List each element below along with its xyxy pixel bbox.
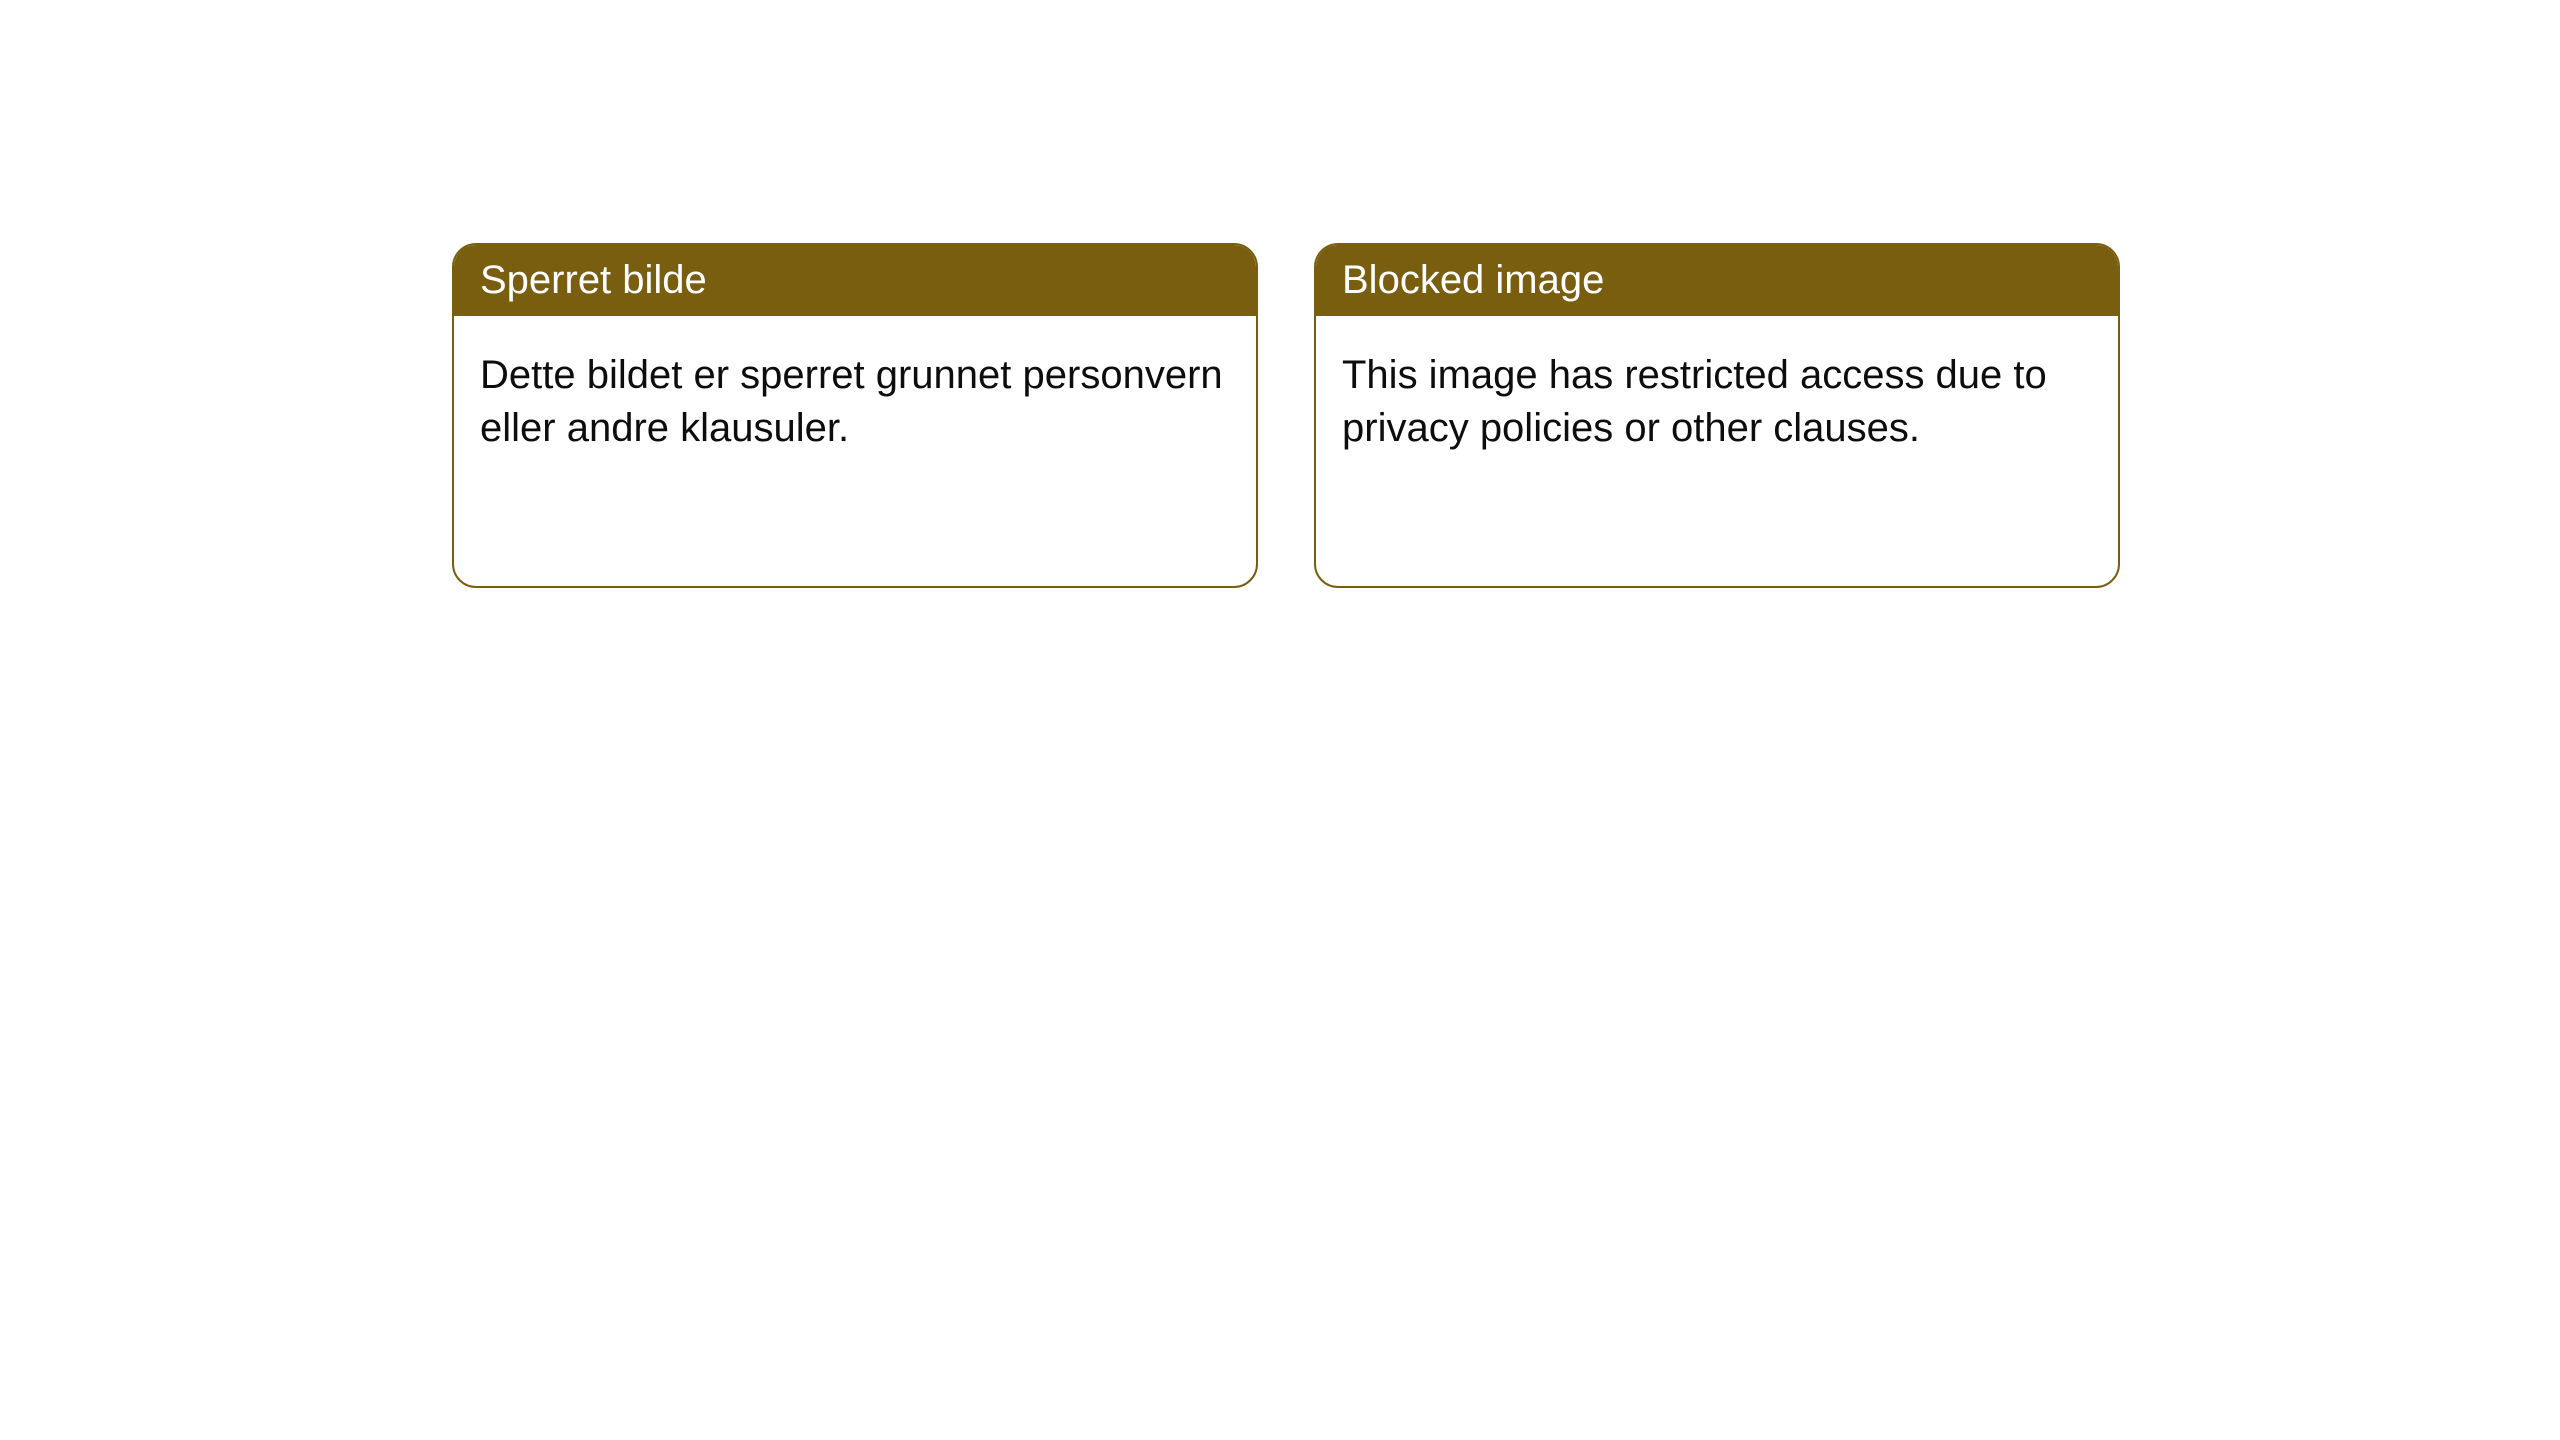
notice-cards-container: Sperret bilde Dette bildet er sperret gr… bbox=[452, 243, 2560, 588]
notice-card-text: This image has restricted access due to … bbox=[1342, 353, 2047, 450]
notice-card-title: Sperret bilde bbox=[480, 258, 707, 302]
notice-card-header: Sperret bilde bbox=[454, 245, 1256, 316]
notice-card-header: Blocked image bbox=[1316, 245, 2118, 316]
notice-card-english: Blocked image This image has restricted … bbox=[1314, 243, 2120, 588]
notice-card-title: Blocked image bbox=[1342, 258, 1604, 302]
notice-card-norwegian: Sperret bilde Dette bildet er sperret gr… bbox=[452, 243, 1258, 588]
notice-card-body: Dette bildet er sperret grunnet personve… bbox=[454, 316, 1256, 586]
notice-card-text: Dette bildet er sperret grunnet personve… bbox=[480, 353, 1223, 450]
notice-card-body: This image has restricted access due to … bbox=[1316, 316, 2118, 586]
